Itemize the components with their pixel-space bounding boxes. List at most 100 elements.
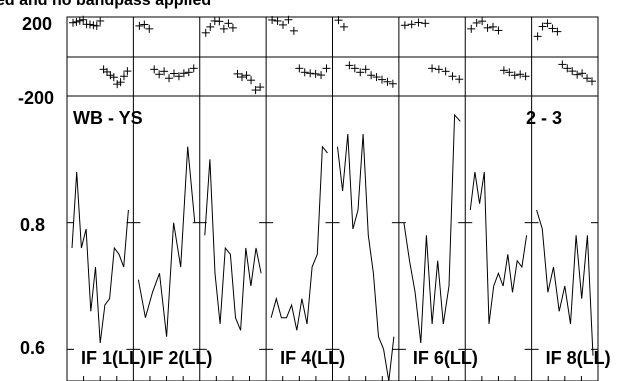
phase-point (383, 77, 392, 86)
amp-tick-label-0.8: 0.8 (20, 215, 45, 235)
phase-point (295, 64, 304, 73)
phase-point (268, 15, 277, 24)
phase-point (472, 18, 481, 27)
phase-point (494, 26, 503, 35)
phase-point (116, 78, 125, 87)
phase-point (583, 74, 592, 83)
amp-series-line (337, 133, 395, 381)
phase-point (300, 68, 309, 77)
phase-point (140, 20, 149, 29)
phase-ymin-label: -200 (18, 88, 54, 108)
phase-point (184, 68, 193, 77)
phase-point (279, 20, 287, 29)
phase-ymax-label: 200 (22, 14, 52, 34)
phase-point (388, 79, 397, 88)
phase-point (289, 26, 298, 35)
phase-point (356, 68, 365, 77)
phase-point (160, 67, 169, 76)
phase-point (123, 67, 132, 76)
phase-point (89, 21, 98, 30)
phase-point (273, 16, 282, 25)
phase-point (189, 64, 198, 73)
amp-series-line (204, 159, 262, 331)
phase-point (233, 69, 242, 78)
phase-point (588, 77, 596, 86)
phase-point (407, 20, 416, 29)
phase-point (135, 21, 144, 30)
phase-point (499, 66, 508, 75)
phase-point (102, 67, 111, 76)
baseline-label: WB - YS (73, 108, 143, 128)
phase-point (228, 23, 237, 32)
phase-point (119, 72, 128, 81)
phase-point (553, 27, 562, 36)
if-label: IF 6(LL) (413, 348, 478, 368)
phase-point (155, 70, 164, 79)
amp-series-line (536, 209, 594, 356)
phase-point (96, 16, 105, 25)
phase-point (538, 22, 547, 31)
phase-point (345, 61, 354, 70)
phase-point (92, 21, 101, 30)
phase-point (578, 69, 587, 78)
phase-point (489, 22, 497, 31)
phase-point (448, 72, 457, 81)
phase-point (350, 64, 359, 73)
phase-point (145, 24, 154, 33)
phase-point (219, 24, 228, 33)
phase-point (548, 24, 557, 33)
phase-point (505, 68, 514, 77)
phase-point (72, 17, 81, 26)
phase-point (238, 73, 246, 82)
phase-point (543, 19, 552, 28)
amp-series-line (270, 145, 328, 331)
if-label: IF 1(LL) (81, 348, 146, 368)
phase-point (256, 83, 265, 92)
phase-point (421, 19, 430, 28)
phase-point (179, 69, 188, 78)
amp-series-line (137, 146, 196, 337)
phase-point (169, 69, 178, 78)
phase-point (568, 67, 577, 76)
phase-point (311, 69, 320, 78)
if-label: IF 4(LL) (280, 348, 345, 368)
phase-point (174, 72, 183, 81)
phase-point (150, 65, 159, 74)
phase-point (400, 21, 409, 30)
phase-point (510, 71, 519, 80)
phase-point (69, 18, 77, 27)
phase-point (242, 71, 251, 80)
phase-point (106, 71, 115, 80)
phase-point (483, 23, 492, 32)
phase-point (85, 20, 94, 29)
phase-point (284, 15, 293, 24)
phase-point (322, 64, 331, 73)
phase-point (79, 15, 88, 24)
phase-point (215, 17, 224, 26)
phase-point (414, 18, 423, 27)
if-label: IF 2(LL) (147, 348, 212, 368)
phase-point (306, 69, 315, 78)
phase-point (317, 71, 326, 80)
phase-point (165, 74, 174, 83)
phase-point (434, 65, 443, 74)
amplitude-layer (67, 113, 598, 381)
phase-point (558, 60, 567, 69)
phase-point (113, 80, 122, 89)
phase-point (339, 22, 348, 31)
if-label: IF 8(LL) (546, 348, 611, 368)
if-label-layer: IF 1(LL) IF 2(LL) IF 4(LL) IF 6(LL) IF 8(LL) (81, 348, 611, 368)
amp-series-line (469, 171, 528, 325)
phase-point (206, 22, 215, 31)
phase-point (573, 70, 582, 79)
phase-point (516, 70, 525, 79)
baseline-pair-label: 2 - 3 (526, 108, 562, 128)
amp-series-line (71, 171, 129, 344)
phase-point (533, 32, 542, 41)
phase-point (224, 19, 233, 28)
phase-point (251, 86, 260, 95)
chart-title: ed and no bandpass applied (0, 0, 211, 9)
phase-point (455, 75, 464, 84)
phase-point (378, 75, 386, 84)
phase-point (367, 71, 376, 80)
